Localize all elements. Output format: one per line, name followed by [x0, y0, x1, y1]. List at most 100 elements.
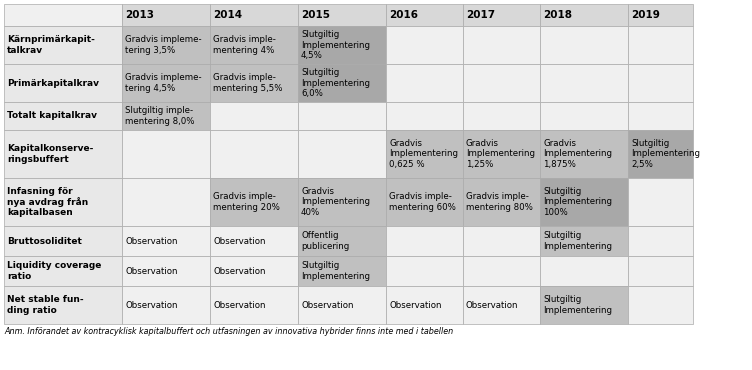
- Text: Kärnprimärkapit-
talkrav: Kärnprimärkapit- talkrav: [7, 35, 95, 55]
- Bar: [386, 130, 463, 178]
- Text: 2015: 2015: [301, 10, 330, 20]
- Bar: [4, 26, 122, 64]
- Text: Gradvis imple-
mentering 4%: Gradvis imple- mentering 4%: [213, 35, 276, 55]
- Bar: [628, 226, 693, 256]
- Bar: [463, 4, 540, 26]
- Bar: [298, 26, 386, 64]
- Text: Gradvis
Implementering
40%: Gradvis Implementering 40%: [301, 187, 370, 217]
- Bar: [298, 130, 386, 178]
- Text: Slutgiltig
Implementering: Slutgiltig Implementering: [543, 295, 612, 315]
- Bar: [122, 286, 210, 324]
- Bar: [210, 178, 298, 226]
- Bar: [540, 26, 628, 64]
- Text: Observation: Observation: [213, 300, 265, 309]
- Bar: [210, 226, 298, 256]
- Bar: [122, 130, 210, 178]
- Text: Gradvis
Implementering
0,625 %: Gradvis Implementering 0,625 %: [389, 139, 458, 169]
- Bar: [540, 226, 628, 256]
- Bar: [298, 256, 386, 286]
- Bar: [210, 26, 298, 64]
- Bar: [122, 26, 210, 64]
- Text: Observation: Observation: [389, 300, 441, 309]
- Text: Gradvis impleme-
tering 4,5%: Gradvis impleme- tering 4,5%: [125, 73, 202, 93]
- Bar: [386, 286, 463, 324]
- Bar: [463, 178, 540, 226]
- Bar: [210, 130, 298, 178]
- Bar: [463, 26, 540, 64]
- Text: Slutgiltig
Implementering
2,5%: Slutgiltig Implementering 2,5%: [631, 139, 700, 169]
- Bar: [4, 130, 122, 178]
- Bar: [628, 4, 693, 26]
- Bar: [386, 178, 463, 226]
- Bar: [210, 64, 298, 102]
- Bar: [540, 4, 628, 26]
- Text: Kapitalkonserve-
ringsbuffert: Kapitalkonserve- ringsbuffert: [7, 144, 93, 164]
- Text: Anm. Införandet av kontracyklisk kapitalbuffert och utfasningen av innovativa hy: Anm. Införandet av kontracyklisk kapital…: [4, 327, 453, 336]
- Bar: [540, 130, 628, 178]
- Bar: [298, 102, 386, 130]
- Text: Slutgiltig
Implementering: Slutgiltig Implementering: [301, 261, 370, 281]
- Bar: [298, 4, 386, 26]
- Text: Net stable fun-
ding ratio: Net stable fun- ding ratio: [7, 295, 83, 315]
- Bar: [540, 178, 628, 226]
- Text: Observation: Observation: [125, 266, 177, 276]
- Bar: [628, 286, 693, 324]
- Bar: [540, 256, 628, 286]
- Bar: [298, 178, 386, 226]
- Bar: [4, 256, 122, 286]
- Bar: [122, 64, 210, 102]
- Bar: [463, 226, 540, 256]
- Text: Offentlig
publicering: Offentlig publicering: [301, 231, 349, 251]
- Bar: [4, 102, 122, 130]
- Text: Slutgiltig
Implementering
100%: Slutgiltig Implementering 100%: [543, 187, 612, 217]
- Bar: [463, 256, 540, 286]
- Bar: [628, 178, 693, 226]
- Text: Gradvis imple-
mentering 60%: Gradvis imple- mentering 60%: [389, 192, 456, 212]
- Bar: [386, 226, 463, 256]
- Text: Gradvis imple-
mentering 5,5%: Gradvis imple- mentering 5,5%: [213, 73, 283, 93]
- Bar: [463, 286, 540, 324]
- Bar: [463, 102, 540, 130]
- Text: 2014: 2014: [213, 10, 242, 20]
- Bar: [122, 4, 210, 26]
- Bar: [4, 286, 122, 324]
- Text: Observation: Observation: [301, 300, 353, 309]
- Text: 2019: 2019: [631, 10, 660, 20]
- Text: 2013: 2013: [125, 10, 154, 20]
- Text: Gradvis
Implementering
1,25%: Gradvis Implementering 1,25%: [466, 139, 535, 169]
- Text: Slutgiltig
Implementering
6,0%: Slutgiltig Implementering 6,0%: [301, 68, 370, 98]
- Text: 2016: 2016: [389, 10, 418, 20]
- Text: Infasning för
nya avdrag från
kapitalbasen: Infasning för nya avdrag från kapitalbas…: [7, 186, 88, 218]
- Bar: [210, 102, 298, 130]
- Bar: [386, 26, 463, 64]
- Bar: [540, 286, 628, 324]
- Bar: [298, 64, 386, 102]
- Bar: [4, 4, 122, 26]
- Bar: [628, 130, 693, 178]
- Text: Slutgiltig imple-
mentering 8,0%: Slutgiltig imple- mentering 8,0%: [125, 106, 195, 126]
- Bar: [122, 226, 210, 256]
- Text: Slutgiltig
Implementering: Slutgiltig Implementering: [543, 231, 612, 251]
- Bar: [386, 102, 463, 130]
- Bar: [628, 256, 693, 286]
- Bar: [386, 256, 463, 286]
- Text: Observation: Observation: [466, 300, 518, 309]
- Text: Liquidity coverage
ratio: Liquidity coverage ratio: [7, 261, 102, 281]
- Bar: [540, 102, 628, 130]
- Bar: [210, 286, 298, 324]
- Bar: [122, 102, 210, 130]
- Text: Gradvis
Implementering
1,875%: Gradvis Implementering 1,875%: [543, 139, 612, 169]
- Text: Totalt kapitalkrav: Totalt kapitalkrav: [7, 111, 97, 121]
- Text: Observation: Observation: [125, 300, 177, 309]
- Bar: [386, 4, 463, 26]
- Bar: [628, 64, 693, 102]
- Text: 2017: 2017: [466, 10, 495, 20]
- Bar: [298, 226, 386, 256]
- Bar: [386, 64, 463, 102]
- Text: Gradvis impleme-
tering 3,5%: Gradvis impleme- tering 3,5%: [125, 35, 202, 55]
- Text: Gradvis imple-
mentering 80%: Gradvis imple- mentering 80%: [466, 192, 533, 212]
- Text: Observation: Observation: [213, 266, 265, 276]
- Text: Bruttosoliditet: Bruttosoliditet: [7, 236, 82, 246]
- Text: Observation: Observation: [125, 236, 177, 246]
- Bar: [628, 26, 693, 64]
